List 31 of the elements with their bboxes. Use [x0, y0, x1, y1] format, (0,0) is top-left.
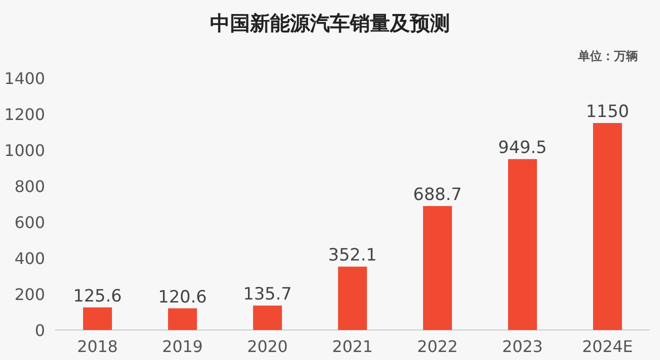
data-label: 125.6 [73, 286, 122, 306]
x-tick-label: 2018 [77, 337, 118, 356]
x-tick-label: 2023 [502, 337, 543, 356]
y-tick-label: 400 [14, 249, 45, 268]
y-tick-label: 1400 [4, 69, 45, 88]
y-tick-label: 1000 [4, 141, 45, 160]
bar [83, 307, 112, 330]
y-tick-label: 600 [14, 213, 45, 232]
data-label: 949.5 [498, 138, 547, 158]
data-label: 688.7 [413, 185, 462, 206]
bar [508, 159, 537, 330]
x-tick-label: 2022 [417, 337, 458, 356]
y-tick-label: 1200 [4, 105, 45, 124]
data-label: 120.6 [158, 287, 207, 308]
data-label: 352.1 [328, 246, 377, 266]
y-tick-label: 800 [14, 177, 45, 196]
bar [423, 206, 452, 330]
y-tick-label: 0 [34, 321, 45, 340]
bar [338, 266, 367, 330]
bar [168, 308, 197, 330]
bar [253, 306, 282, 330]
data-label: 1150 [586, 102, 630, 122]
bar [593, 123, 622, 330]
y-tick-label: 200 [14, 285, 45, 304]
x-tick-label: 2019 [162, 337, 203, 356]
x-tick-label: 2021 [332, 337, 373, 356]
data-label: 135.7 [243, 284, 292, 305]
x-tick-label: 2024E [582, 337, 633, 356]
chart-title: 中国新能源汽车销量及预测 [210, 11, 450, 35]
text: 单位：万辆 [577, 49, 638, 63]
x-tick-label: 2020 [247, 337, 288, 356]
